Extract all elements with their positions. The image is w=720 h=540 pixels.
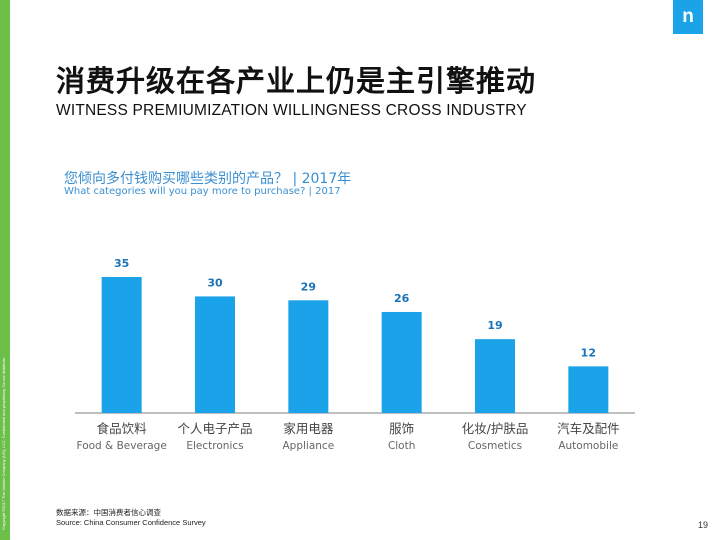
- category-label: 服饰: [389, 421, 414, 436]
- data-label: 29: [301, 280, 316, 293]
- page-number: 19: [697, 520, 708, 530]
- category-label-en: Appliance: [282, 440, 334, 452]
- source-zh: 数据来源：中国消费者信心调查: [56, 508, 161, 517]
- copyright-text: Copyright ©2017 The Nielsen Company (US)…: [1, 356, 6, 530]
- category-label-en: Cosmetics: [468, 440, 522, 452]
- data-label: 19: [487, 319, 502, 332]
- category-label-en: Food & Beverage: [77, 440, 167, 452]
- chart-question-en: What categories will you pay more to pur…: [64, 186, 341, 197]
- category-label: 食品饮料: [97, 421, 148, 436]
- copyright-note: Copyright ©2017 The Nielsen Company (US)…: [1, 270, 11, 530]
- source-note: 数据来源：中国消费者信心调查 Source: China Consumer Co…: [56, 508, 206, 528]
- category-label-en: Electronics: [186, 440, 243, 452]
- page-subtitle: WITNESS PREMIUMIZATION WILLINGNESS CROSS…: [56, 102, 527, 119]
- bar-chart: 35 食品饮料 Food & Beverage 30 个人电子产品 Electronics…: [75, 257, 635, 452]
- data-label: 12: [581, 346, 596, 359]
- category-label: 个人电子产品: [177, 421, 252, 436]
- accent-bar: [0, 0, 10, 540]
- data-label: 35: [114, 257, 129, 270]
- data-label: 26: [394, 292, 410, 305]
- bar: [101, 277, 142, 413]
- category-label: 家用电器: [283, 421, 334, 436]
- source-en: Source: China Consumer Confidence Survey: [56, 518, 206, 527]
- bar: [568, 366, 609, 413]
- category-label: 化妆/护肤品: [462, 421, 529, 436]
- bar: [381, 311, 422, 413]
- bar: [475, 339, 515, 413]
- category-label: 汽车及配件: [557, 421, 620, 436]
- data-label: 30: [207, 276, 223, 289]
- bar: [195, 296, 235, 413]
- category-label-en: Automobile: [558, 440, 618, 452]
- nielsen-logo-icon: n: [673, 0, 703, 34]
- category-label-en: Cloth: [388, 440, 415, 452]
- chart-question-zh: 您倾向多付钱购买哪些类别的产品？ | 2017年: [64, 171, 352, 187]
- bar: [288, 300, 329, 413]
- page-title: 消费升级在各产业上仍是主引擎推动: [56, 64, 537, 98]
